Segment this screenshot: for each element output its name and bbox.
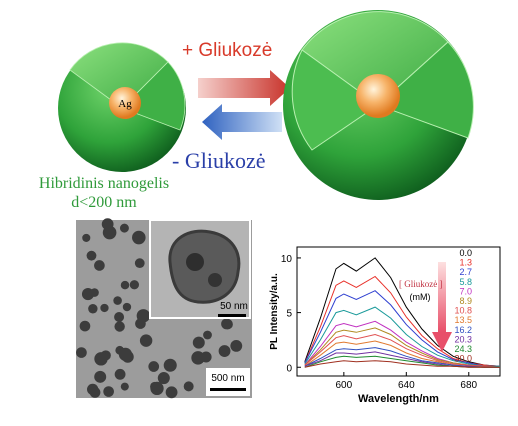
x-tick-label: 680 <box>460 380 477 391</box>
legend-title: [ Gliukozė ] <box>399 279 442 289</box>
x-tick-label: 640 <box>398 380 415 391</box>
particle <box>221 318 232 330</box>
legend-entry: 16.2 <box>454 325 472 335</box>
particle <box>134 258 145 269</box>
spectrum-line <box>304 290 500 367</box>
particle <box>82 233 91 242</box>
x-axis-label: Wavelength/nm <box>358 393 439 405</box>
legend-entry: 1.3 <box>459 258 472 268</box>
legend-entry: 5.8 <box>459 277 472 287</box>
scale-label: 500 nm <box>211 373 244 384</box>
small-nanogel <box>58 42 186 172</box>
spectrum-line <box>304 351 500 368</box>
particle <box>114 368 126 380</box>
particle <box>136 309 151 323</box>
particle <box>119 223 129 233</box>
glucose-arrow <box>438 262 446 332</box>
remove-label: - Gliukozė <box>172 148 265 173</box>
particle <box>114 321 125 332</box>
particle <box>129 280 140 290</box>
particle <box>132 230 146 245</box>
spectrum-line <box>304 257 501 367</box>
particle <box>113 296 122 305</box>
particle <box>200 351 212 363</box>
particle <box>120 382 129 391</box>
y-axis-label: PL Intensity/a.u. <box>269 273 280 350</box>
remove-arrow <box>202 104 282 140</box>
caption-line-2: d<200 nm <box>71 194 137 211</box>
legend-entry: 7.0 <box>459 286 472 296</box>
particle <box>94 260 105 271</box>
large-nanogel <box>283 10 474 200</box>
particle <box>122 302 132 312</box>
glucose-arrow-head <box>432 332 452 352</box>
particle <box>118 347 132 361</box>
legend-entry: 30.0 <box>454 354 472 364</box>
pl-chart: 600 640 680 0 5 10 Wavelength/nm PL Intensity/a… <box>269 246 501 405</box>
spectrum-line <box>304 360 500 368</box>
add-arrow <box>198 70 290 106</box>
particle <box>103 386 114 397</box>
particle <box>86 250 97 261</box>
particle <box>148 361 160 372</box>
legend-entry: 13.5 <box>454 315 472 325</box>
legend-entry: 8.9 <box>459 296 472 306</box>
particle <box>120 280 130 290</box>
legend-entry: 20.3 <box>454 334 472 344</box>
spectrum-line <box>304 333 501 368</box>
particle <box>100 303 109 313</box>
add-label: + Gliukozė <box>182 40 272 61</box>
particle <box>150 381 164 396</box>
particle <box>94 352 108 366</box>
particle <box>230 339 243 352</box>
particle <box>76 347 87 358</box>
legend-entry: 24.3 <box>454 344 472 354</box>
particle <box>87 383 99 396</box>
x-tick-label: 600 <box>336 380 353 391</box>
scale-bar-box <box>206 368 250 396</box>
particle <box>94 370 107 383</box>
particle <box>203 330 212 340</box>
legend-entry: 10.8 <box>454 306 472 316</box>
particle <box>165 386 178 399</box>
legend-entry: 2.7 <box>459 267 472 277</box>
plot-frame <box>296 246 501 377</box>
particle <box>192 336 205 349</box>
inset-scale-label: 50 nm <box>220 301 248 312</box>
particle <box>79 320 91 332</box>
particle <box>157 372 170 385</box>
legend-entry: 0.0 <box>459 248 472 258</box>
particle <box>183 381 194 392</box>
tem-inset <box>149 219 251 319</box>
particle <box>88 304 98 314</box>
core-label: Ag <box>118 98 132 110</box>
y-tick-label: 5 <box>286 309 292 320</box>
spectrum-line <box>304 306 500 367</box>
y-tick-label: 10 <box>281 254 293 265</box>
caption-line-1: Hibridinis nanogelis <box>39 175 169 192</box>
legend-unit: (mM) <box>410 292 431 302</box>
particle <box>163 358 177 372</box>
y-tick-label: 0 <box>286 363 292 374</box>
particle <box>90 288 99 297</box>
particle <box>114 312 125 322</box>
particle <box>101 218 114 231</box>
particle <box>218 345 231 357</box>
particle <box>139 334 153 347</box>
